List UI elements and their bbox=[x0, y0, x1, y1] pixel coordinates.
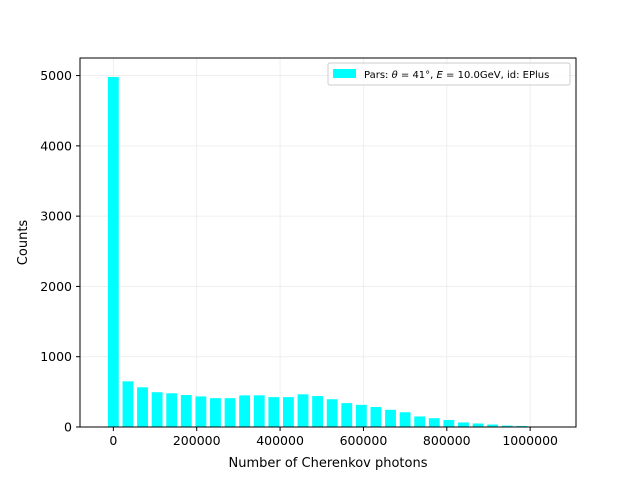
histogram-bar bbox=[341, 403, 353, 427]
histogram-bar bbox=[239, 395, 251, 427]
x-axis-ticks: 0 200000 400000 600000 800000 1000000 bbox=[109, 427, 558, 448]
y-tick-label: 3000 bbox=[40, 209, 72, 224]
x-axis-label: Number of Cherenkov photons bbox=[229, 456, 428, 471]
histogram-bar bbox=[151, 392, 163, 427]
histogram-bar bbox=[137, 387, 148, 427]
legend-theta-value: = 41°, bbox=[398, 70, 437, 81]
histogram-bar bbox=[195, 396, 207, 427]
histogram-bar bbox=[122, 381, 134, 427]
histogram-bar bbox=[107, 76, 119, 427]
histogram-bar bbox=[443, 419, 455, 427]
y-tick-label: 4000 bbox=[40, 138, 72, 153]
legend-swatch bbox=[333, 69, 356, 78]
histogram-bar bbox=[326, 399, 338, 427]
histogram-bar bbox=[385, 409, 396, 427]
histogram-bar bbox=[472, 423, 484, 427]
y-axis-ticks: 0 1000 2000 3000 4000 5000 bbox=[40, 68, 80, 435]
histogram-bar bbox=[166, 393, 178, 427]
x-tick-label: 1000000 bbox=[502, 433, 558, 448]
legend-box bbox=[327, 62, 571, 86]
legend-theta-symbol: θ bbox=[392, 70, 398, 81]
histogram-bar bbox=[210, 398, 221, 427]
histogram-bar bbox=[516, 425, 528, 427]
y-tick-label: 1000 bbox=[40, 349, 72, 364]
y-axis-label: Counts bbox=[16, 220, 31, 266]
histogram-bar bbox=[428, 418, 440, 427]
legend-prefix: Pars: bbox=[364, 70, 392, 81]
histogram-bar bbox=[487, 424, 499, 427]
x-tick-label: 600000 bbox=[340, 433, 388, 448]
legend-energy-symbol: E bbox=[437, 70, 444, 81]
histogram-bar bbox=[355, 404, 367, 427]
x-tick-label: 0 bbox=[109, 433, 117, 448]
x-tick-label: 400000 bbox=[256, 433, 304, 448]
histogram-bar bbox=[399, 412, 411, 427]
histogram-bar bbox=[282, 397, 294, 427]
histogram-bars bbox=[107, 76, 542, 427]
y-tick-label: 5000 bbox=[40, 68, 72, 83]
x-tick-label: 200000 bbox=[173, 433, 221, 448]
y-tick-label: 2000 bbox=[40, 279, 72, 294]
histogram-bar bbox=[458, 422, 469, 427]
histogram-bar bbox=[370, 406, 382, 427]
legend: Pars: θ = 41°, E = 10.0GeV, id: EPlus bbox=[327, 62, 571, 86]
histogram-bar bbox=[253, 395, 265, 427]
grid-lines bbox=[80, 58, 576, 428]
histogram-bar bbox=[312, 396, 323, 427]
x-tick-label: 800000 bbox=[423, 433, 471, 448]
histogram-bar bbox=[414, 416, 426, 427]
legend-entry-label: Pars: θ = 41°, E = 10.0GeV, id: EPlus bbox=[364, 70, 549, 81]
histogram-bar bbox=[268, 397, 280, 427]
y-tick-label: 0 bbox=[64, 420, 72, 435]
histogram-bar bbox=[297, 394, 309, 427]
histogram-bar bbox=[224, 398, 236, 427]
histogram-bar bbox=[501, 425, 513, 427]
plot-frame bbox=[79, 57, 577, 428]
legend-energy-value: = 10.0GeV, id: EPlus bbox=[443, 70, 549, 81]
histogram-bar bbox=[180, 395, 192, 427]
